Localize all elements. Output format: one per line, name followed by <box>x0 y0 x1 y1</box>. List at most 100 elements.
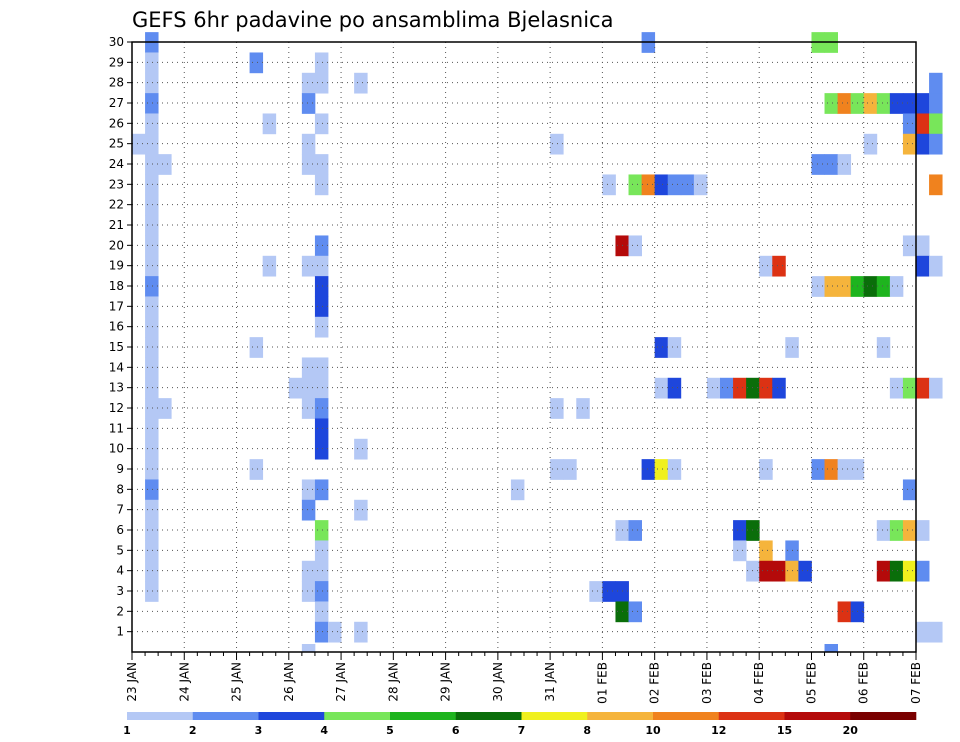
heatmap-cell <box>145 174 159 196</box>
colorbar-segment <box>784 712 851 720</box>
heatmap-cell <box>720 377 734 399</box>
heatmap-cell <box>314 377 329 399</box>
heatmap-cell <box>314 581 329 602</box>
colorbar-tick-label: 6 <box>452 724 460 737</box>
heatmap-cell <box>301 644 316 653</box>
heatmap-cell <box>314 560 329 582</box>
x-tick-label: 24 JAN <box>177 662 191 702</box>
heatmap-cell <box>354 621 368 643</box>
heatmap-cell <box>145 52 159 74</box>
heatmap-cell <box>145 581 159 602</box>
heatmap-cell <box>301 255 316 277</box>
heatmap-cell <box>249 459 264 480</box>
heatmap-cell <box>314 418 329 440</box>
heatmap-cell <box>314 438 329 460</box>
colorbar-tick-label: 3 <box>255 724 263 737</box>
heatmap-cell <box>824 459 838 480</box>
heatmap-cell <box>916 235 930 257</box>
y-axis: 1234567891011121314151617181920212223242… <box>109 35 132 639</box>
y-tick-label: 5 <box>116 543 124 557</box>
heatmap-cell <box>145 113 159 135</box>
heatmap-cell <box>929 174 943 196</box>
colorbar-tick-label: 8 <box>583 724 591 737</box>
y-tick-label: 23 <box>109 177 124 191</box>
y-tick-label: 11 <box>109 421 124 435</box>
y-tick-label: 22 <box>109 198 124 212</box>
heatmap-cell <box>916 377 930 399</box>
colorbar-segment <box>455 712 522 720</box>
heatmap-cell <box>811 154 825 175</box>
heatmap-cell <box>746 520 760 541</box>
heatmap-cell <box>667 377 682 399</box>
x-tick-label: 28 JAN <box>386 662 400 702</box>
heatmap-cell <box>929 377 943 399</box>
heatmap-cell <box>249 337 264 358</box>
colorbar-tick-label: 12 <box>711 724 726 737</box>
x-tick-label: 02 FEB <box>648 662 662 704</box>
heatmap-cell <box>145 154 159 175</box>
heatmap-cell <box>889 377 904 399</box>
heatmap-cell <box>615 601 629 623</box>
heatmap-cell <box>929 133 943 155</box>
heatmap-cell <box>301 377 316 399</box>
colorbar-segment <box>587 712 654 720</box>
y-tick-label: 29 <box>109 55 124 69</box>
heatmap-cell <box>145 296 159 318</box>
heatmap-cell <box>916 255 930 277</box>
heatmap-cell <box>876 337 891 358</box>
heatmap-cell <box>301 133 316 155</box>
y-tick-label: 7 <box>116 503 124 517</box>
heatmap-cell <box>759 560 773 582</box>
heatmap-cell <box>314 316 329 338</box>
heatmap-cell <box>262 255 277 277</box>
colorbar-segment <box>390 712 457 720</box>
heatmap-cell <box>654 459 669 480</box>
heatmap-cell <box>929 72 943 94</box>
heatmap-cell <box>145 479 159 501</box>
heatmap-cell <box>837 154 852 175</box>
heatmap-cell <box>301 357 316 379</box>
colorbar-segment <box>653 712 720 720</box>
heatmap-cell <box>641 174 656 196</box>
y-tick-label: 6 <box>116 523 124 537</box>
heatmap-cell <box>145 255 159 277</box>
x-tick-label: 29 JAN <box>439 662 453 702</box>
y-tick-label: 21 <box>109 218 124 232</box>
heatmap-cell <box>733 540 747 562</box>
heatmap-cell <box>145 499 159 521</box>
heatmap-cell <box>902 93 917 114</box>
y-tick-label: 18 <box>109 279 124 293</box>
heatmap-cell <box>798 560 812 582</box>
colorbar-legend: 1 2 3 4 5 6 7 8 10 12 15 20 <box>123 712 917 737</box>
x-tick-label: 30 JAN <box>491 662 505 702</box>
heatmap-cell <box>902 560 917 582</box>
y-tick-label: 15 <box>109 340 124 354</box>
heatmap-cell <box>314 154 329 175</box>
heatmap-cell <box>132 133 146 155</box>
colorbar-tick-label: 7 <box>518 724 526 737</box>
heatmap-cell <box>876 276 891 297</box>
heatmap-cell <box>158 398 172 419</box>
heatmap-cell <box>145 418 159 440</box>
heatmap-cell <box>628 520 642 541</box>
y-tick-label: 24 <box>109 157 124 171</box>
heatmap-cell <box>145 316 159 338</box>
y-tick-label: 10 <box>109 442 124 456</box>
heatmap-cell <box>314 235 329 257</box>
heatmap-cell <box>902 235 917 257</box>
colorbar-segment <box>324 712 391 720</box>
heatmap-cell <box>628 601 642 623</box>
heatmap-cell <box>314 52 329 74</box>
heatmap-cell <box>576 398 590 419</box>
y-tick-label: 20 <box>109 238 124 252</box>
heatmap-cell <box>628 235 642 257</box>
heatmap-cell <box>641 459 656 480</box>
y-tick-label: 19 <box>109 259 124 273</box>
y-tick-label: 28 <box>109 76 124 90</box>
heatmap-cell <box>759 255 773 277</box>
heatmap-cell <box>314 255 329 277</box>
heatmap-cell <box>589 581 603 602</box>
x-tick-label: 04 FEB <box>752 662 766 704</box>
chart-title: GEFS 6hr padavine po ansamblima Bjelasni… <box>132 8 613 32</box>
heatmap-cell <box>759 459 773 480</box>
